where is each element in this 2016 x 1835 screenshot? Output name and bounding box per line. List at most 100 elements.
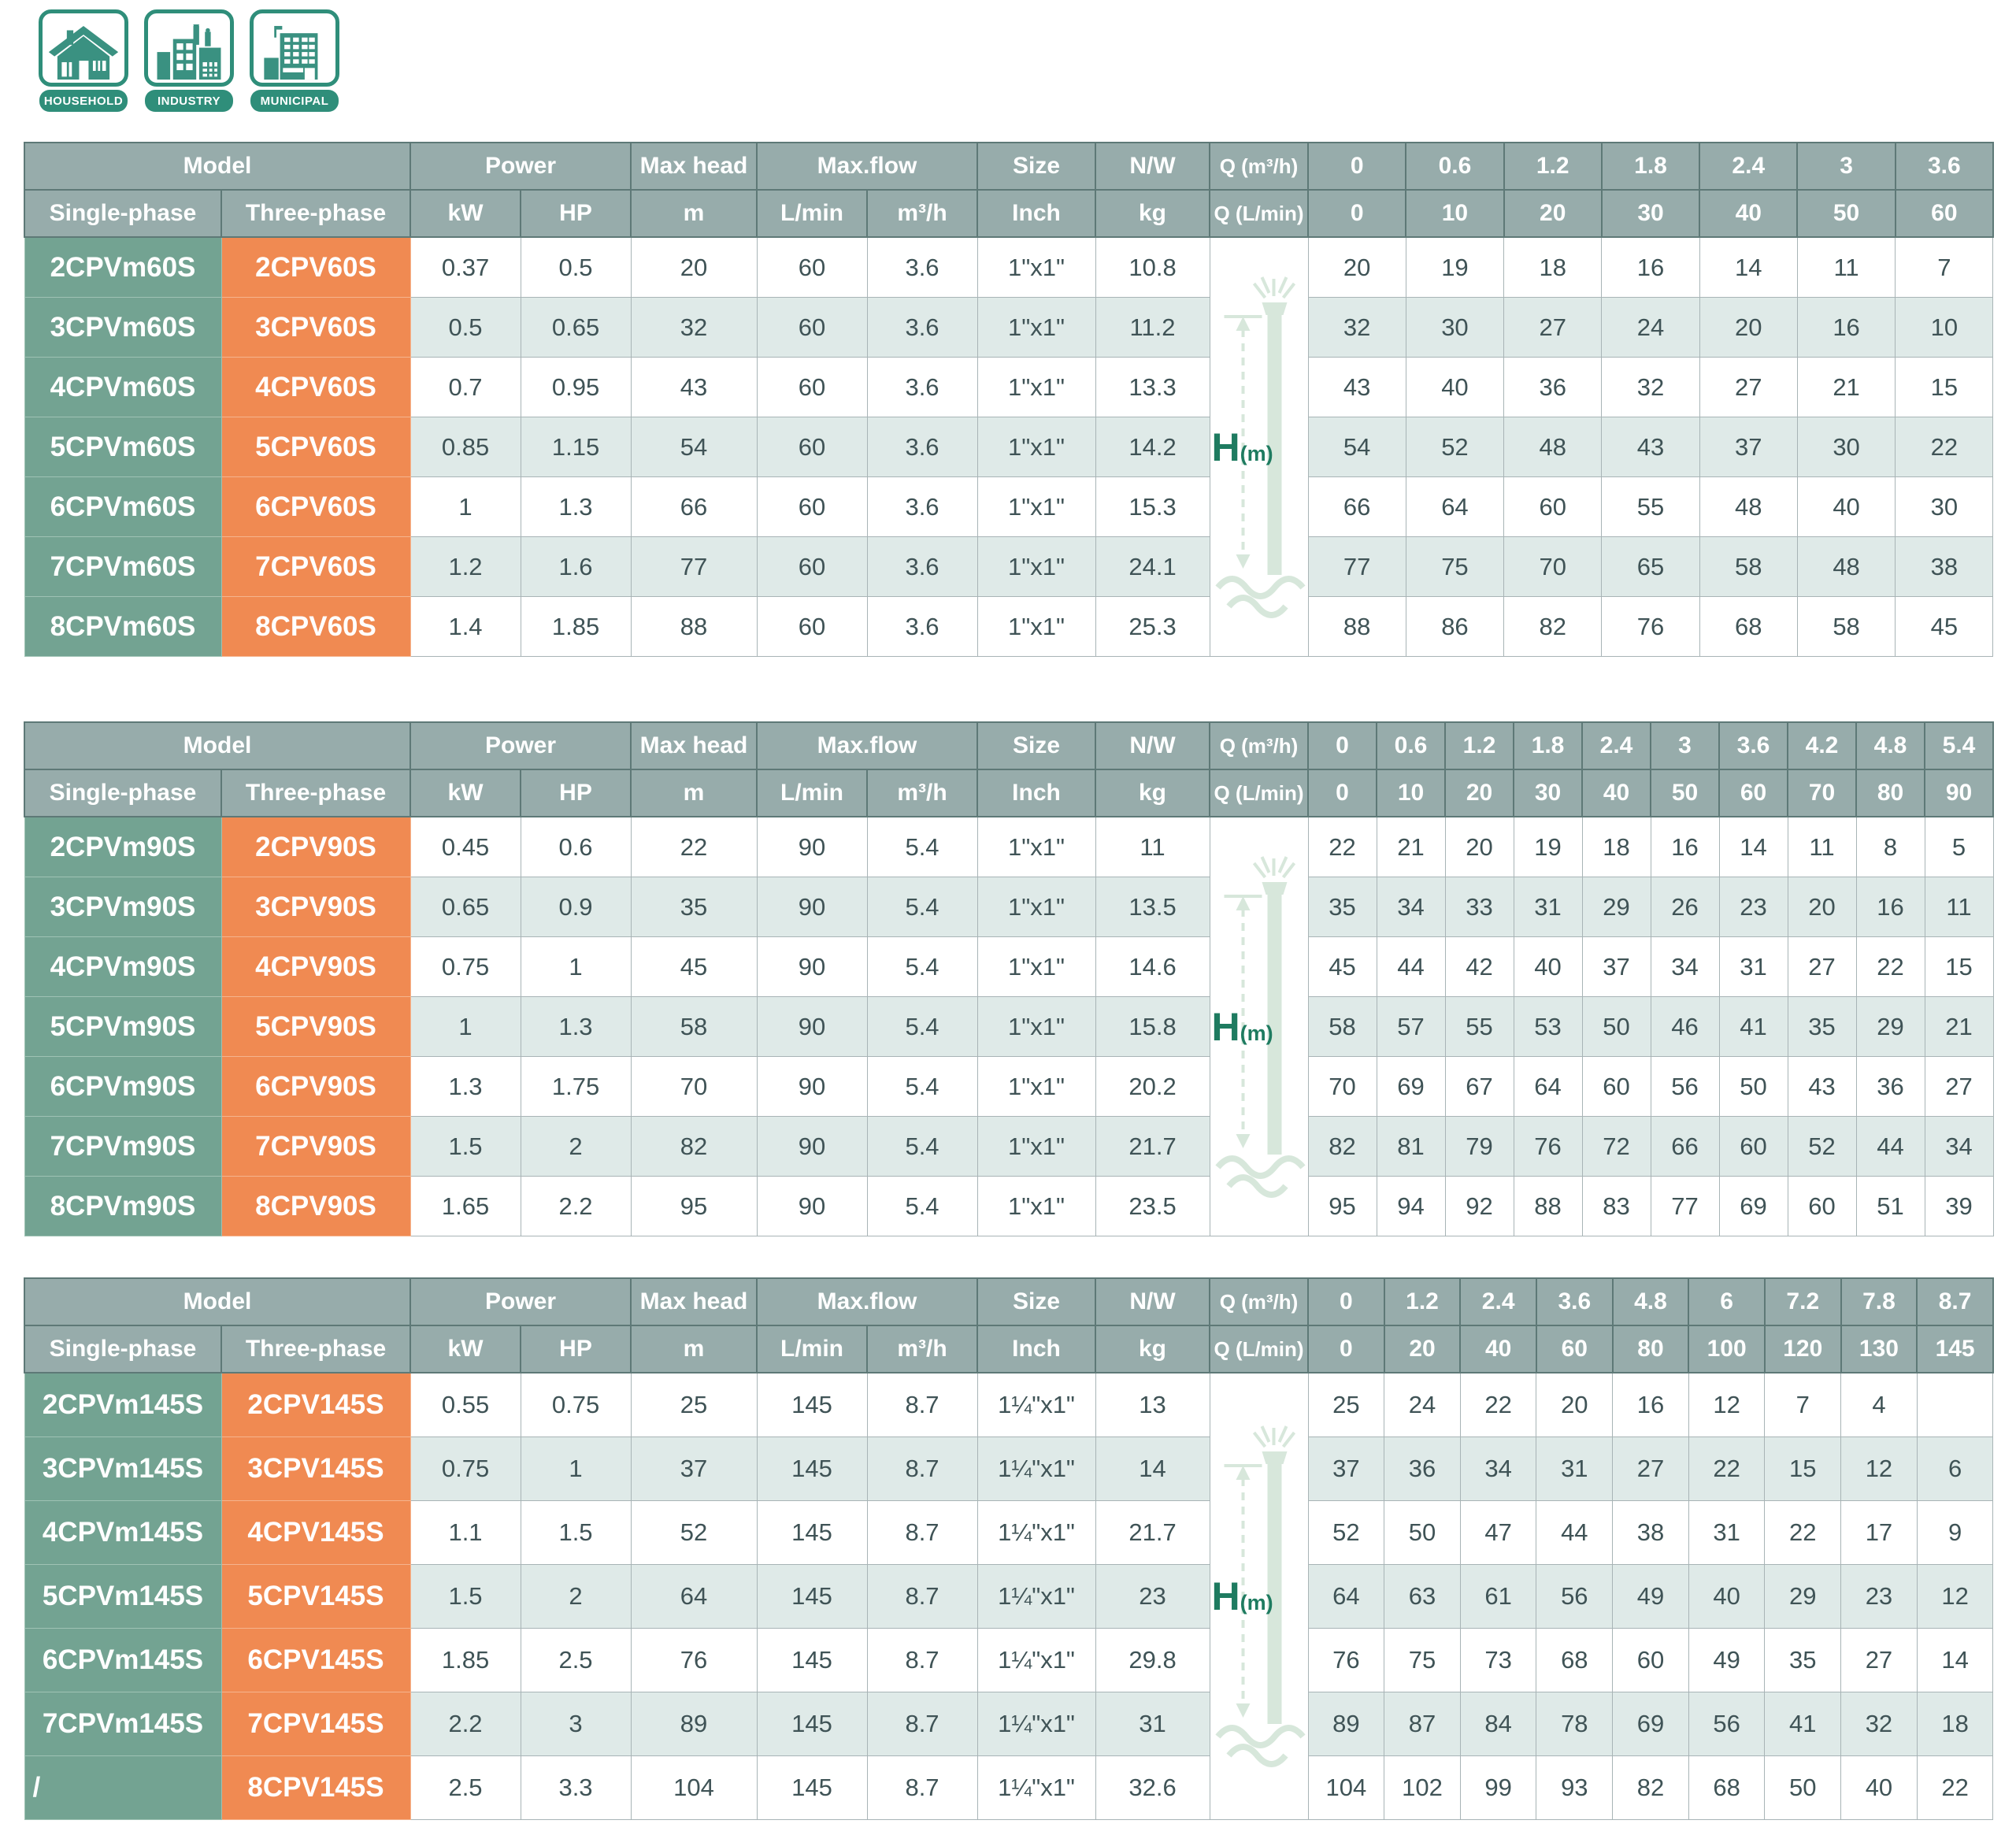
head-value-cell: 20 [1536, 1372, 1614, 1437]
q-lmin-header: Q (L/min) [1209, 1325, 1310, 1373]
flow-m3h-cell: 5.4 [866, 1056, 978, 1117]
flow-lmin-cell: 90 [756, 1056, 868, 1117]
kw-cell: 0.45 [410, 816, 521, 877]
head-value-cell: 76 [1307, 1628, 1385, 1692]
flow-lmin-cell: 60 [756, 297, 868, 358]
m-unit-label: (m) [1240, 441, 1273, 465]
head-value-cell: 47 [1459, 1500, 1537, 1565]
max-head-cell: 64 [630, 1564, 758, 1629]
kw-header: kW [410, 769, 522, 817]
h-label: H [1211, 1574, 1240, 1618]
hp-cell: 1.15 [520, 417, 632, 477]
size-cell: 1"x1" [976, 1116, 1096, 1177]
head-value-cell: 60 [1612, 1628, 1689, 1692]
head-value-cell: 19 [1405, 236, 1505, 298]
head-value-cell: 60 [1503, 476, 1603, 537]
m-unit-label: (m) [1240, 1591, 1273, 1614]
flow-lmin-cell: 90 [756, 1176, 868, 1236]
head-value-cell: 66 [1307, 476, 1406, 537]
head-value-cell: 73 [1459, 1628, 1537, 1692]
model-single-cell: 4CPVm60S [24, 357, 222, 417]
size-cell: 1"x1" [976, 596, 1096, 657]
max-head-cell: 95 [630, 1176, 758, 1236]
head-value-cell: 17 [1840, 1500, 1918, 1565]
application-icons-row: HOUSEHOLD [39, 9, 1992, 128]
kg-header: kg [1095, 189, 1211, 238]
head-value-cell: 72 [1581, 1116, 1651, 1177]
head-value-cell: 67 [1444, 1056, 1514, 1117]
head-value-cell: 22 [1459, 1372, 1537, 1437]
head-value-cell: 68 [1699, 596, 1798, 657]
head-value-cell: 60 [1718, 1116, 1788, 1177]
q-lmin-value-header: 0 [1307, 1325, 1385, 1373]
size-cell: 1¼"x1" [976, 1628, 1096, 1692]
q-lmin-value-header: 80 [1611, 1325, 1690, 1373]
head-value-cell: 41 [1764, 1692, 1842, 1756]
kw-cell: 2.2 [410, 1692, 521, 1756]
m-header: m [630, 189, 758, 238]
q-lmin-value-header: 40 [1459, 1325, 1537, 1373]
head-value-cell: 66 [1650, 1116, 1720, 1177]
model-single-cell: 8CPVm90S [24, 1176, 222, 1236]
head-value-cell: 44 [1536, 1500, 1614, 1565]
model-three-cell: 2CPV60S [220, 236, 411, 298]
head-value-cell: 40 [1688, 1564, 1766, 1629]
head-value-cell: 77 [1307, 536, 1406, 597]
size-cell: 1"x1" [976, 297, 1096, 358]
head-value-cell: 55 [1601, 476, 1700, 537]
kw-cell: 1.2 [410, 536, 521, 597]
head-value-cell: 14 [1916, 1628, 1994, 1692]
max-head-cell: 88 [630, 596, 758, 657]
head-value-cell: 6 [1916, 1436, 1994, 1501]
model-three-cell: 8CPV60S [220, 596, 411, 657]
head-value-cell: 57 [1376, 996, 1446, 1057]
q-lmin-value-header: 80 [1855, 769, 1926, 817]
head-value-cell: 34 [1924, 1116, 1994, 1177]
q-m3h-value-header: 4.8 [1855, 721, 1926, 770]
catalog-page: HOUSEHOLD [23, 0, 1995, 1820]
q-lmin-value-header: 130 [1840, 1325, 1918, 1373]
q-m3h-header: Q (m³/h) [1209, 721, 1310, 770]
net-weight-cell: 29.8 [1095, 1628, 1210, 1692]
head-value-cell: 49 [1688, 1628, 1766, 1692]
max-head-cell: 45 [630, 936, 758, 997]
flow-m3h-cell: 5.4 [866, 936, 978, 997]
head-value-cell: 18 [1503, 236, 1603, 298]
q-m3h-value-header: 3 [1650, 721, 1721, 770]
model-single-cell: 6CPVm145S [24, 1628, 222, 1692]
head-value-cell: 30 [1796, 417, 1896, 477]
table-body: 2CPVm60S 2CPV60S 0.37 0.5 20 60 3.6 1"x1" 10.8 H(… [24, 236, 1994, 657]
head-value-cell: 40 [1513, 936, 1583, 997]
flow-lmin-cell: 145 [756, 1628, 868, 1692]
model-single-cell: 4CPVm145S [24, 1500, 222, 1565]
head-value-cell: 37 [1699, 417, 1798, 477]
model-three-cell: 3CPV145S [220, 1436, 411, 1501]
head-value-cell: 23 [1718, 877, 1788, 937]
head-value-cell: 14 [1699, 236, 1798, 298]
header-group-row: Model Power Max head Max.flow Size N/W Q… [23, 721, 1995, 770]
head-value-cell: 20 [1699, 297, 1798, 358]
size-header: Size [976, 721, 1097, 770]
max-head-cell: 54 [630, 417, 758, 477]
flow-m3h-cell: 8.7 [866, 1500, 978, 1565]
m3h-header: m³/h [866, 189, 979, 238]
flow-lmin-cell: 145 [756, 1692, 868, 1756]
head-value-cell: 55 [1444, 996, 1514, 1057]
max-head-cell: 82 [630, 1116, 758, 1177]
max-flow-header: Max.flow [756, 1277, 979, 1326]
q-lmin-value-header: 145 [1916, 1325, 1994, 1373]
header-unit-row: Single-phase Three-phase kW HP m L/min m… [24, 1325, 1994, 1373]
head-value-cell: 104 [1307, 1755, 1385, 1820]
q-m3h-value-header: 4.8 [1611, 1277, 1690, 1326]
q-m3h-value-header: 1.2 [1503, 142, 1603, 191]
head-value-cell: 61 [1459, 1564, 1537, 1629]
net-weight-cell: 24.1 [1095, 536, 1210, 597]
net-weight-cell: 14.2 [1095, 417, 1210, 477]
m-header: m [630, 1325, 758, 1373]
q-lmin-value-header: 100 [1688, 1325, 1766, 1373]
max-head-cell: 70 [630, 1056, 758, 1117]
head-value-cell: 46 [1650, 996, 1720, 1057]
table-row: 6CPVm90S 6CPV90S 1.3 1.75 70 90 5.4 1"x1" 20.2 70… [24, 1056, 1994, 1117]
model-three-cell: 5CPV145S [220, 1564, 411, 1629]
model-three-cell: 6CPV145S [220, 1628, 411, 1692]
